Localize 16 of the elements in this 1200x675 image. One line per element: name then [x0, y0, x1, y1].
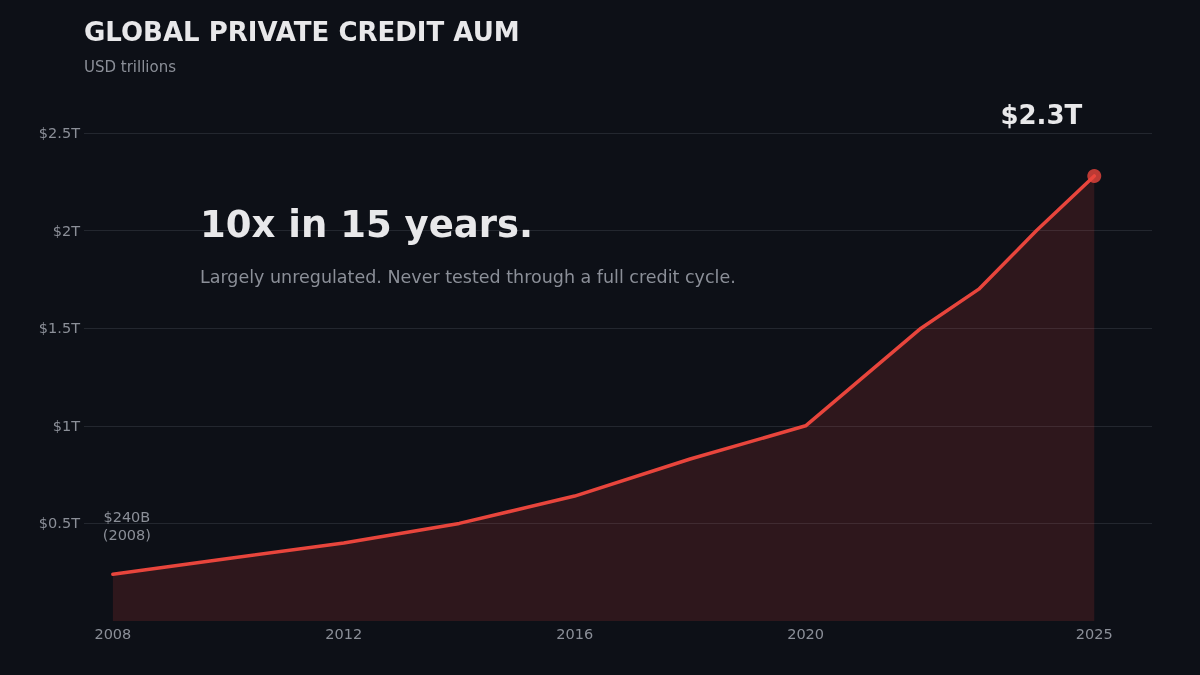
y-tick-label: $1.5T: [38, 320, 81, 337]
x-tick-label: 2016: [556, 625, 594, 642]
x-tick-label: 2020: [787, 625, 825, 642]
x-tick-label: 2012: [325, 625, 363, 642]
y-tick-label: $1T: [52, 417, 81, 434]
chart-subtitle: USD trillions: [84, 57, 177, 76]
annotation: $2.3T: [1000, 99, 1083, 130]
x-tick-label: 2008: [94, 625, 132, 642]
annotation: 10x in 15 years.: [200, 203, 534, 246]
annotation: Largely unregulated. Never tested through a full credit cycle.: [200, 267, 736, 287]
chart-title: GLOBAL PRIVATE CREDIT AUM: [84, 17, 520, 47]
y-tick-label: $2.5T: [38, 125, 81, 141]
y-tick-label: $2T: [52, 222, 81, 239]
annotation: $240B (2008): [102, 509, 151, 544]
y-tick-label: $0.5T: [38, 515, 81, 532]
x-tick-label: 2025: [1075, 625, 1113, 642]
